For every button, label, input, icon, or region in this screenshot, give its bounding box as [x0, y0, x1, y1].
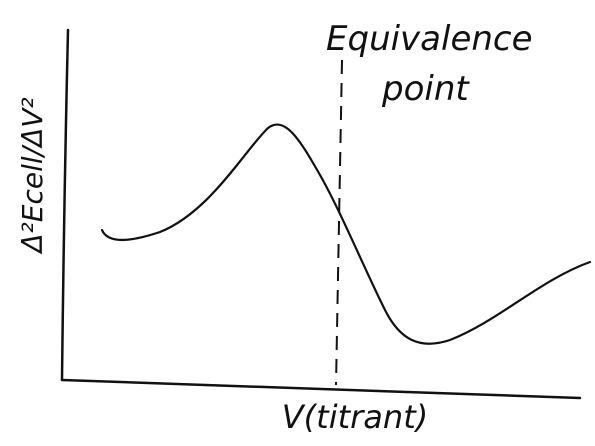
annotation-line-1: Equivalence — [326, 19, 533, 59]
x-axis-label: V(titrant) — [282, 398, 428, 436]
diagram: Equivalence point Δ²Ecell/ΔV² V(titrant) — [0, 0, 595, 446]
annotation-line-2: point — [381, 69, 470, 109]
background — [0, 0, 595, 446]
y-axis-label: Δ²Ecell/ΔV² — [16, 97, 49, 254]
